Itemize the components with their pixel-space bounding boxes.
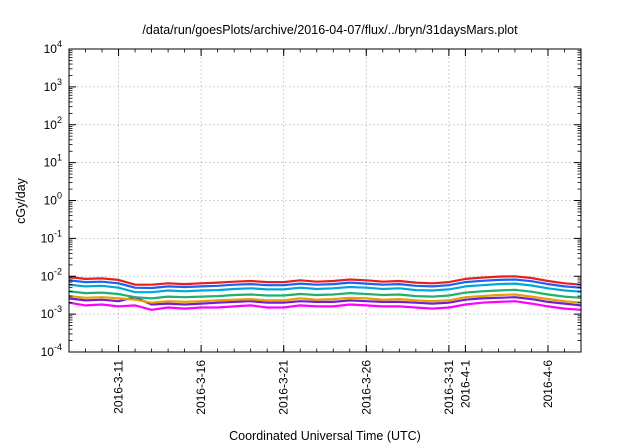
x-tick-label: 2016-3-21 <box>277 360 291 415</box>
y-tick-labels: 10-4 10-3 10-2 10-1 100 101 102 103 104 <box>41 39 62 359</box>
series-line-7 <box>68 300 582 311</box>
ticks <box>68 48 582 353</box>
y-axis-label: cGy/day <box>14 177 28 224</box>
x-axis-label: Coordinated Universal Time (UTC) <box>229 429 421 443</box>
x-tick-label: 2016-4-1 <box>458 360 472 408</box>
y-tick-label: 101 <box>44 153 62 170</box>
y-tick-label: 10-2 <box>41 266 62 283</box>
series-layer <box>68 275 582 311</box>
series-line-1 <box>68 275 582 286</box>
series-line-4 <box>68 288 582 300</box>
x-tick-labels: 2016-3-11 2016-3-16 2016-3-21 2016-3-26 2016… <box>112 360 555 415</box>
y-tick-label: 10-1 <box>41 228 62 245</box>
y-tick-label: 104 <box>44 39 62 56</box>
series-line-2 <box>68 278 582 290</box>
x-tick-label: 2016-3-31 <box>442 360 456 415</box>
x-tick-label: 2016-3-16 <box>194 360 208 415</box>
chart-title: /data/run/goesPlots/archive/2016-04-07/f… <box>142 23 518 37</box>
series-line-3 <box>68 282 582 294</box>
y-tick-label: 103 <box>44 77 62 94</box>
x-tick-label: 2016-4-6 <box>541 360 555 408</box>
series-line-6 <box>68 296 582 307</box>
x-tick-label: 2016-3-26 <box>359 360 373 415</box>
series-line-5 <box>68 293 582 304</box>
y-tick-label: 10-4 <box>41 342 62 359</box>
x-tick-label: 2016-3-11 <box>112 360 126 414</box>
y-tick-label: 100 <box>44 191 62 208</box>
y-tick-label: 102 <box>44 115 62 132</box>
y-tick-label: 10-3 <box>41 304 62 321</box>
